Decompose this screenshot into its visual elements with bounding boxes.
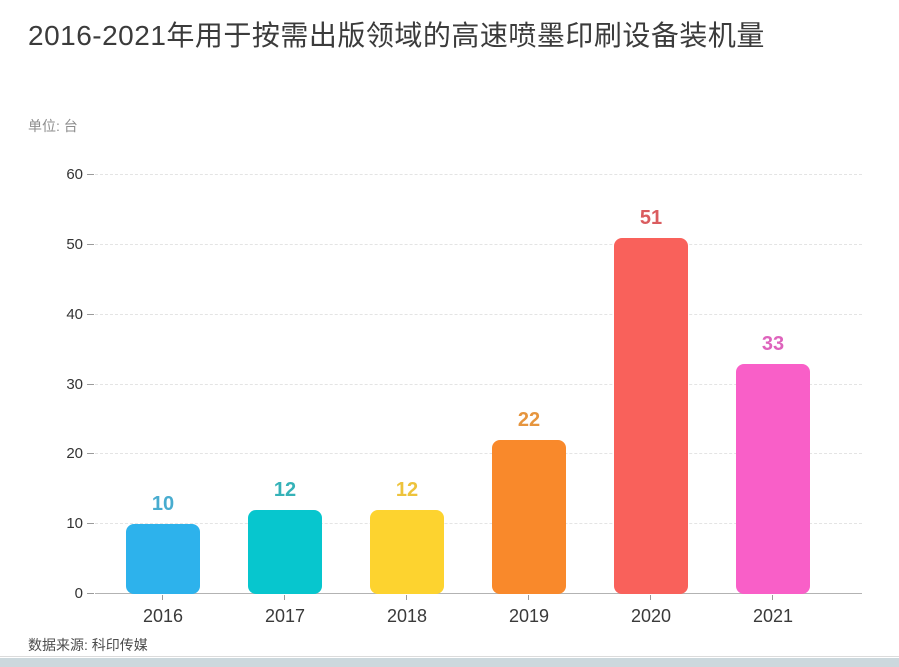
plot-area: 0 10 20 30 40 50 60 10 2016 12 2017 12 2018 22 2019 51 2… xyxy=(66,166,862,626)
gridline-50: 50 xyxy=(66,236,862,253)
x-tick-mark xyxy=(284,595,285,600)
x-tick-mark xyxy=(162,595,163,600)
gridline-10: 10 xyxy=(66,515,862,532)
bar-group-2017: 12 2017 xyxy=(224,175,346,626)
y-tick-mark xyxy=(87,243,94,245)
x-axis-line: 0 xyxy=(75,585,862,602)
y-tick-label-30: 30 xyxy=(66,375,83,393)
y-tick-label-10: 10 xyxy=(66,514,83,532)
bar-value-label-2018: 12 xyxy=(395,479,419,502)
bar-2016[interactable] xyxy=(126,524,200,594)
bar-value-label-2016: 10 xyxy=(151,493,175,516)
bar-group-2020: 51 2020 xyxy=(590,175,712,626)
bottom-edge-strip xyxy=(0,658,899,667)
y-tick-mark xyxy=(87,593,94,594)
gridline-40: 40 xyxy=(66,305,862,322)
x-tick-mark xyxy=(528,595,529,600)
x-axis-label-2019: 2019 xyxy=(508,606,550,626)
bar-value-label-2019: 22 xyxy=(517,409,541,432)
x-axis-label-2020: 2020 xyxy=(630,606,672,626)
bar-group-2021: 33 2021 xyxy=(712,175,834,626)
chart-title: 2016-2021年用于按需出版领域的高速喷墨印刷设备装机量 xyxy=(28,20,765,51)
x-axis-label-2017: 2017 xyxy=(264,606,306,626)
bar-2020[interactable] xyxy=(614,237,688,594)
bar-2021[interactable] xyxy=(736,363,810,594)
bar-group-2018: 12 2018 xyxy=(346,175,468,626)
bar-2019[interactable] xyxy=(492,440,566,594)
bar-group-2016: 10 2016 xyxy=(102,175,224,626)
x-tick-mark xyxy=(406,595,407,600)
x-tick-mark xyxy=(772,595,773,600)
unit-label: 单位: 台 xyxy=(28,118,78,134)
bar-value-label-2021: 33 xyxy=(761,332,785,355)
y-tick-label-40: 40 xyxy=(66,305,83,323)
y-tick-mark xyxy=(87,453,94,455)
x-axis-label-2018: 2018 xyxy=(386,606,428,626)
bar-2018[interactable] xyxy=(370,510,444,594)
y-tick-mark xyxy=(87,383,94,385)
y-tick-mark xyxy=(87,313,94,315)
bar-group-2019: 22 2019 xyxy=(468,175,590,626)
bottom-divider xyxy=(0,656,899,657)
y-tick-label-50: 50 xyxy=(66,235,83,253)
gridline-60: 60 xyxy=(66,166,862,183)
y-tick-mark xyxy=(87,174,94,175)
x-tick-mark xyxy=(650,595,651,600)
y-tick-label-0: 0 xyxy=(74,584,83,602)
y-tick-label-60: 60 xyxy=(66,165,83,183)
gridline-20: 20 xyxy=(66,445,862,462)
gridline-30: 30 xyxy=(66,375,862,392)
y-tick-label-20: 20 xyxy=(66,445,83,463)
x-axis-label-2021: 2021 xyxy=(752,606,794,626)
bar-value-label-2017: 12 xyxy=(273,479,297,502)
data-source-label: 数据来源: 科印传媒 xyxy=(28,637,148,653)
y-tick-mark xyxy=(87,523,94,525)
x-axis-label-2016: 2016 xyxy=(142,606,184,626)
bar-2017[interactable] xyxy=(248,510,322,594)
bar-value-label-2020: 51 xyxy=(639,206,663,229)
